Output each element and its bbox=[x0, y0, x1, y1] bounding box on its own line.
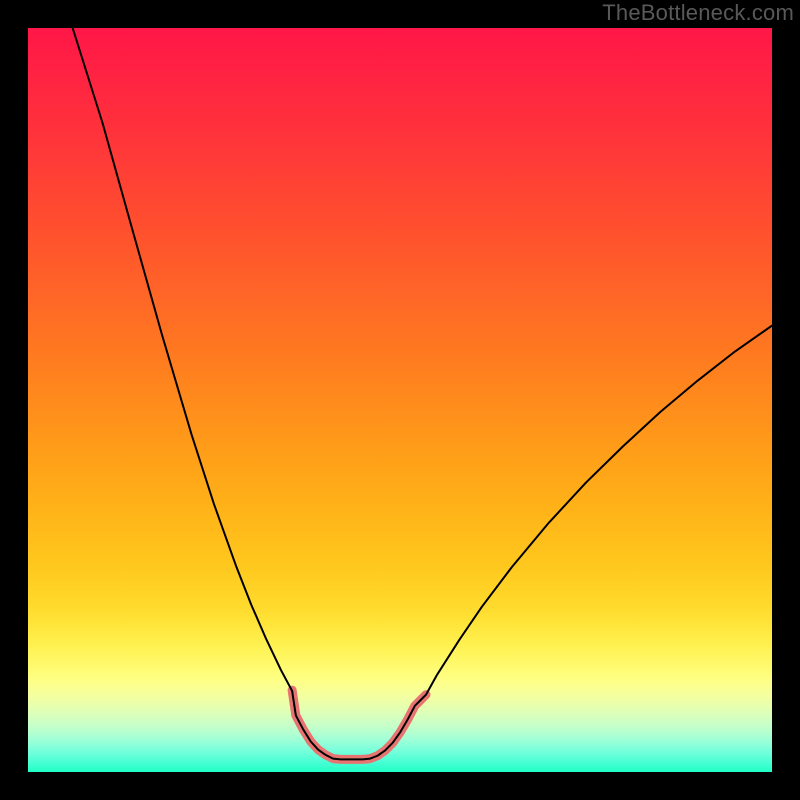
chart-plot-area bbox=[28, 28, 772, 772]
watermark-text: TheBottleneck.com bbox=[602, 0, 794, 26]
chart-background bbox=[28, 28, 772, 772]
outer-frame: TheBottleneck.com bbox=[0, 0, 800, 800]
